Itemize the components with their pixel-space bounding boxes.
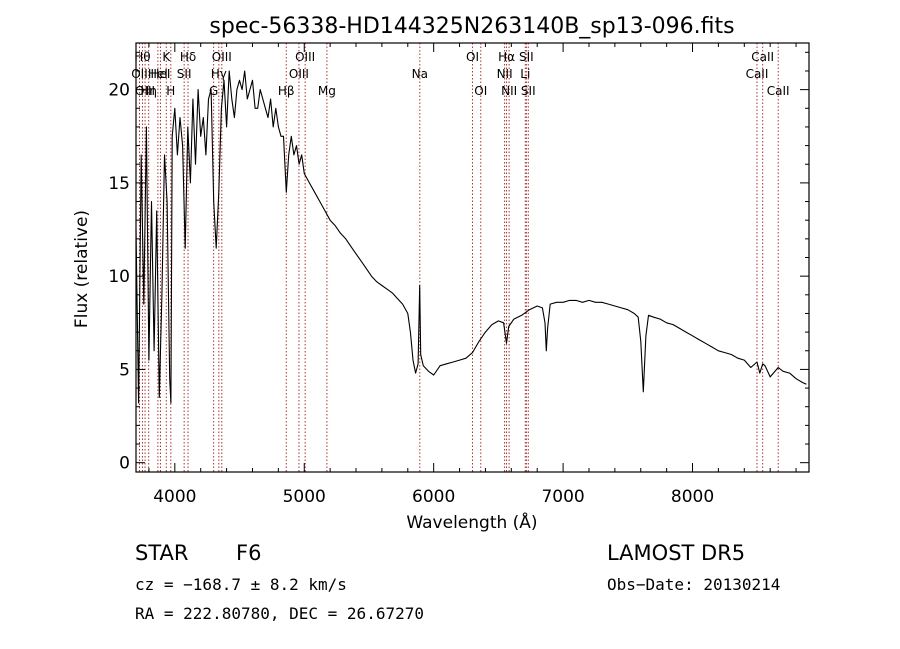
spectral-line-markers [138, 43, 779, 472]
spectral-line-label: CaII [767, 84, 790, 98]
redshift-velocity: cz = −168.7 ± 8.2 km/s [135, 575, 347, 594]
spectral-line-label: NII [497, 67, 513, 81]
spectral-line-label: Hβ [278, 84, 295, 98]
spectral-line-label: Na [412, 67, 428, 81]
spectral-line-label: OII [131, 67, 148, 81]
spectral-line-label: CaII [746, 67, 769, 81]
chart-title: spec-56338-HD144325N263140B_sp13-096.fit… [209, 14, 734, 39]
y-tick-label: 15 [108, 174, 130, 194]
spectral-line-label: OI [466, 50, 479, 64]
spectral-line-label: OI [474, 84, 487, 98]
y-tick-label: 5 [119, 360, 130, 380]
x-axis-ticks: 4000 5000 6000 7000 8000 [148, 43, 797, 507]
spectral-line-label: K [162, 50, 171, 64]
spectral-line-label: HeI [150, 67, 170, 81]
x-tick-label: 5000 [283, 487, 326, 507]
spectral-line-label: Hγ [211, 67, 227, 81]
spectral-line-label: G [209, 84, 218, 98]
spectral-line-label: SII [177, 67, 192, 81]
y-tick-label: 10 [108, 267, 130, 287]
spectral-line-label: Hη [140, 84, 157, 98]
x-tick-label: 7000 [541, 487, 584, 507]
spectral-line-label: OIII [289, 67, 309, 81]
spectral-line-label: OIII [135, 84, 155, 98]
spectral-line-label: Hα [498, 50, 515, 64]
x-tick-label: 4000 [153, 487, 196, 507]
spectral-line-label: Hθ [134, 50, 150, 64]
y-axis-label: Flux (relative) [72, 210, 92, 328]
spectral-line-label: H [166, 84, 175, 98]
spectral-line-label: Mg [318, 84, 336, 98]
observation-date: Obs−Date: 20130214 [607, 575, 781, 594]
object-subclass: F6 [236, 541, 262, 565]
spectral-line-label: OIII [212, 50, 232, 64]
object-class: STAR [135, 541, 189, 565]
x-axis-label: Wavelength (Å) [406, 511, 537, 533]
spectral-line-label: Hδ [180, 50, 196, 64]
coordinates: RA = 222.80780, DEC = 26.67270 [135, 604, 424, 623]
spectral-line-label: SII [519, 50, 534, 64]
survey-label: LAMOST DR5 [607, 541, 746, 565]
spectral-line-label: OIII [295, 50, 315, 64]
y-tick-label: 20 [108, 81, 130, 101]
x-tick-label: 6000 [412, 487, 455, 507]
spectrum-line [135, 70, 807, 404]
spectral-line-label: SII [521, 84, 536, 98]
spectral-line-labels: OIIHθOIIIHηHeIHeIKHSIIHδGHγOIIIHβOIIIOII… [131, 50, 789, 98]
spectral-line-label: NII [501, 84, 517, 98]
y-axis-ticks: 0 5 10 15 20 [108, 51, 809, 474]
y-tick-label: 0 [119, 454, 130, 474]
spectral-line-label: CaII [751, 50, 774, 64]
x-tick-label: 8000 [671, 487, 714, 507]
spectral-line-label: HeI [148, 67, 168, 81]
spectral-line-label: Li [520, 67, 530, 81]
